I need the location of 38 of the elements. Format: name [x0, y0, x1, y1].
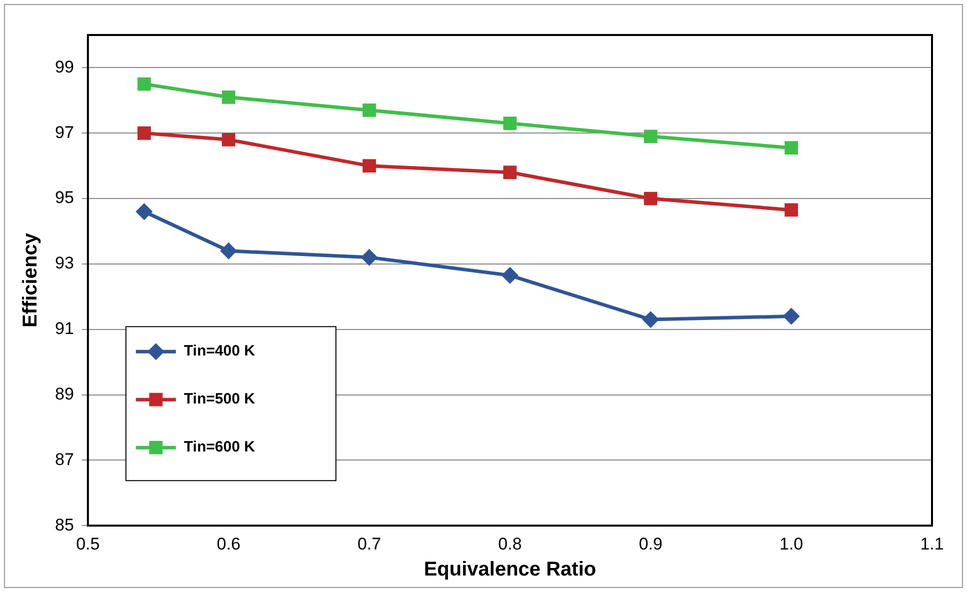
- point: [222, 132, 236, 146]
- y-tick-label: 99: [54, 57, 74, 76]
- point: [136, 204, 152, 220]
- point: [784, 141, 798, 155]
- legend-label: Tin=600 K: [184, 438, 256, 456]
- y-tick-label: 95: [54, 188, 74, 208]
- point: [642, 312, 658, 328]
- point: [644, 130, 658, 144]
- y-tick-label: 87: [54, 450, 74, 469]
- y-tick-label: 93: [54, 254, 74, 273]
- point: [502, 268, 518, 284]
- x-tick-label: 0.5: [76, 534, 100, 554]
- point: [220, 243, 236, 259]
- legend-label: Tin=500 K: [184, 390, 256, 408]
- point: [503, 166, 517, 180]
- point: [362, 159, 376, 173]
- point: [137, 126, 151, 140]
- point: [784, 203, 798, 217]
- point: [644, 192, 658, 206]
- y-tick-label: 85: [54, 515, 74, 534]
- point: [222, 90, 236, 104]
- x-tick-label: 0.7: [357, 534, 382, 554]
- x-tick-label: 0.9: [638, 534, 662, 554]
- x-axis-title: Equivalence Ratio: [424, 558, 596, 581]
- y-tick-label: 89: [54, 384, 74, 404]
- legend-label: Tin=400 K: [184, 342, 256, 360]
- point: [503, 116, 517, 130]
- y-tick-label: 91: [54, 319, 74, 338]
- x-tick-label: 0.8: [498, 534, 522, 554]
- y-tick-label: 97: [54, 122, 74, 142]
- point: [784, 308, 800, 324]
- point: [137, 77, 151, 91]
- x-tick-label: 1.1: [920, 534, 944, 554]
- x-tick-label: 1.0: [780, 534, 804, 554]
- point: [362, 250, 378, 266]
- point: [362, 104, 376, 117]
- x-tick-label: 0.6: [216, 534, 240, 554]
- y-axis-title: Efficiency: [20, 232, 42, 328]
